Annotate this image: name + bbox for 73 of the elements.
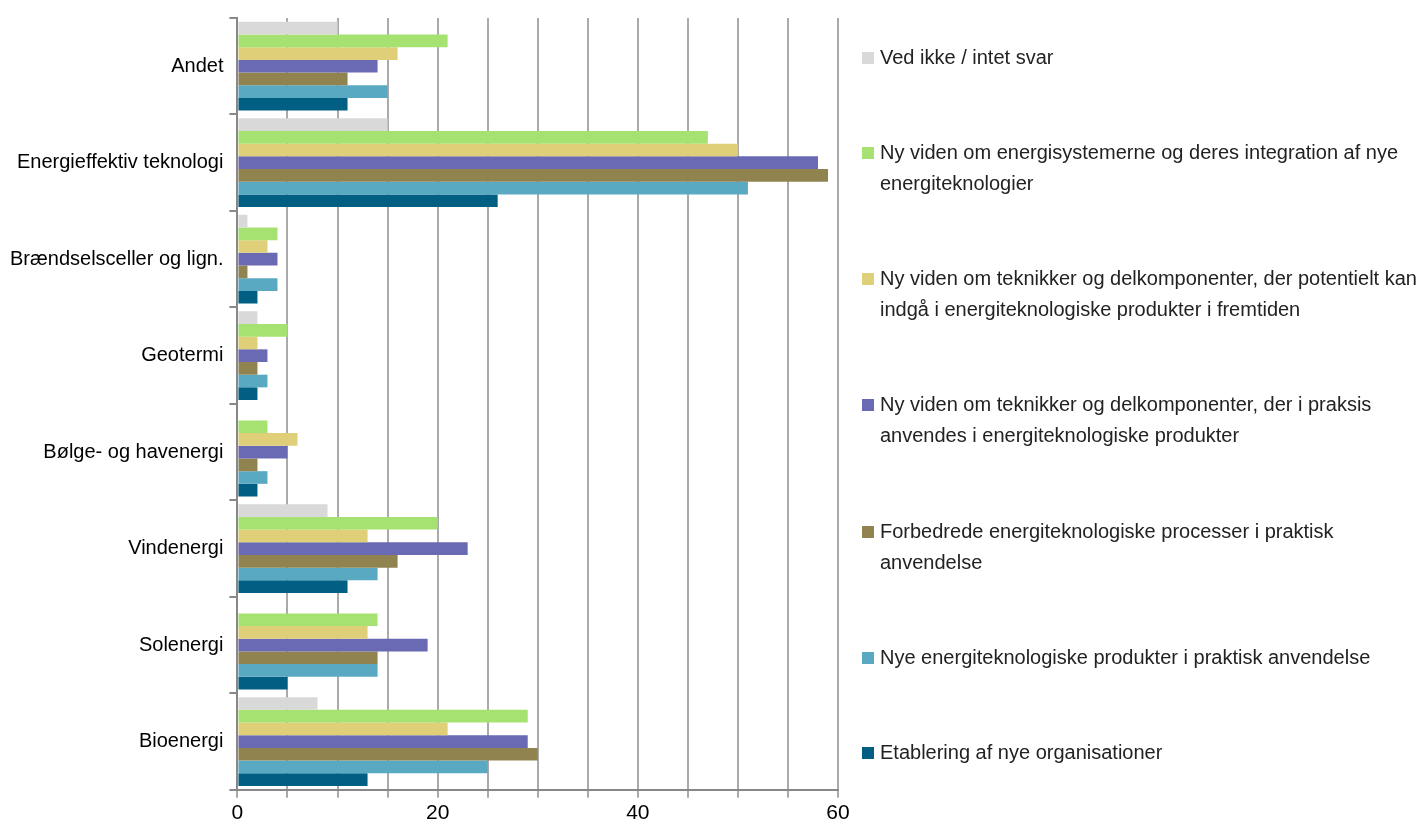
y-tick-label: Andet — [171, 53, 224, 76]
legend-label: Ny viden om energisystemerne og deres integration af nye energiteknologier — [880, 140, 1400, 197]
bar — [238, 554, 398, 568]
y-tick-label: Brændselsceller og lign. — [10, 246, 224, 269]
legend-label: Ny viden om teknikker og delkomponenter, der i praksis anvendes i energiteknologiske produkter — [880, 392, 1373, 449]
y-tick-label: Solenergi — [138, 632, 224, 655]
bar — [238, 265, 248, 279]
bar — [238, 567, 378, 581]
x-tick-label: 60 — [826, 800, 850, 824]
bar — [238, 21, 338, 35]
legend-label: Forbedrede energiteknologiske processer i praktisk anvendelse — [880, 518, 1335, 575]
bar — [238, 252, 278, 266]
bar — [238, 290, 258, 304]
bar — [238, 240, 268, 253]
bar — [238, 156, 818, 170]
bar — [238, 433, 298, 446]
x-tick-label: 20 — [425, 800, 450, 824]
bar — [238, 227, 278, 241]
bar — [238, 214, 248, 228]
y-tick-label: Bølge- og havenergi — [43, 439, 224, 462]
bar — [238, 118, 388, 132]
legend-label: Ved ikke / intet svar — [880, 45, 1054, 71]
bar — [238, 362, 258, 375]
legend-label: Nye energiteknologiske produkter i praktisk anvendelse — [880, 644, 1371, 670]
bar — [238, 85, 388, 98]
bar — [238, 34, 448, 48]
bar — [238, 638, 428, 652]
bar — [238, 516, 438, 530]
bar — [238, 420, 268, 434]
bar — [238, 613, 378, 627]
bar — [238, 773, 368, 786]
bar — [238, 349, 268, 362]
bar — [238, 471, 268, 484]
bar — [238, 529, 368, 543]
bar — [238, 59, 378, 73]
bar — [238, 504, 328, 517]
bar — [238, 676, 288, 690]
bar — [238, 542, 468, 555]
bar — [238, 626, 368, 639]
bar — [238, 72, 348, 86]
bar — [238, 747, 538, 761]
legend-label: Ny viden om teknikker og delkomponenter, der potentielt kan indgå i energiteknologiske produkter i fremtiden — [880, 266, 1418, 323]
bar — [238, 169, 828, 182]
bar — [238, 323, 288, 337]
bar — [238, 194, 498, 208]
bar — [238, 697, 318, 710]
x-tick-label: 40 — [626, 800, 650, 824]
bar — [238, 278, 278, 291]
bar — [238, 651, 378, 665]
bar — [238, 374, 268, 388]
bar — [238, 735, 528, 748]
bar — [238, 483, 258, 497]
bar — [238, 311, 258, 324]
bar — [238, 760, 488, 774]
bar — [238, 709, 528, 723]
y-tick-label: Vindenergi — [128, 536, 224, 559]
bar — [238, 47, 398, 60]
bar — [238, 445, 288, 459]
bar — [238, 664, 378, 677]
bar — [238, 387, 258, 401]
bar — [238, 97, 348, 111]
y-tick-label: Energieffektiv teknologi — [17, 150, 224, 173]
bar — [238, 458, 258, 472]
bar — [238, 143, 738, 157]
x-tick-label: 0 — [231, 800, 244, 824]
bar — [238, 181, 748, 195]
y-tick-label: Geotermi — [141, 343, 224, 366]
legend-label: Etablering af nye organisationer — [880, 739, 1163, 765]
bar — [238, 722, 448, 736]
bar — [238, 580, 348, 593]
bar — [238, 131, 708, 144]
bar — [238, 336, 258, 350]
y-tick-label: Bioenergi — [138, 729, 224, 752]
